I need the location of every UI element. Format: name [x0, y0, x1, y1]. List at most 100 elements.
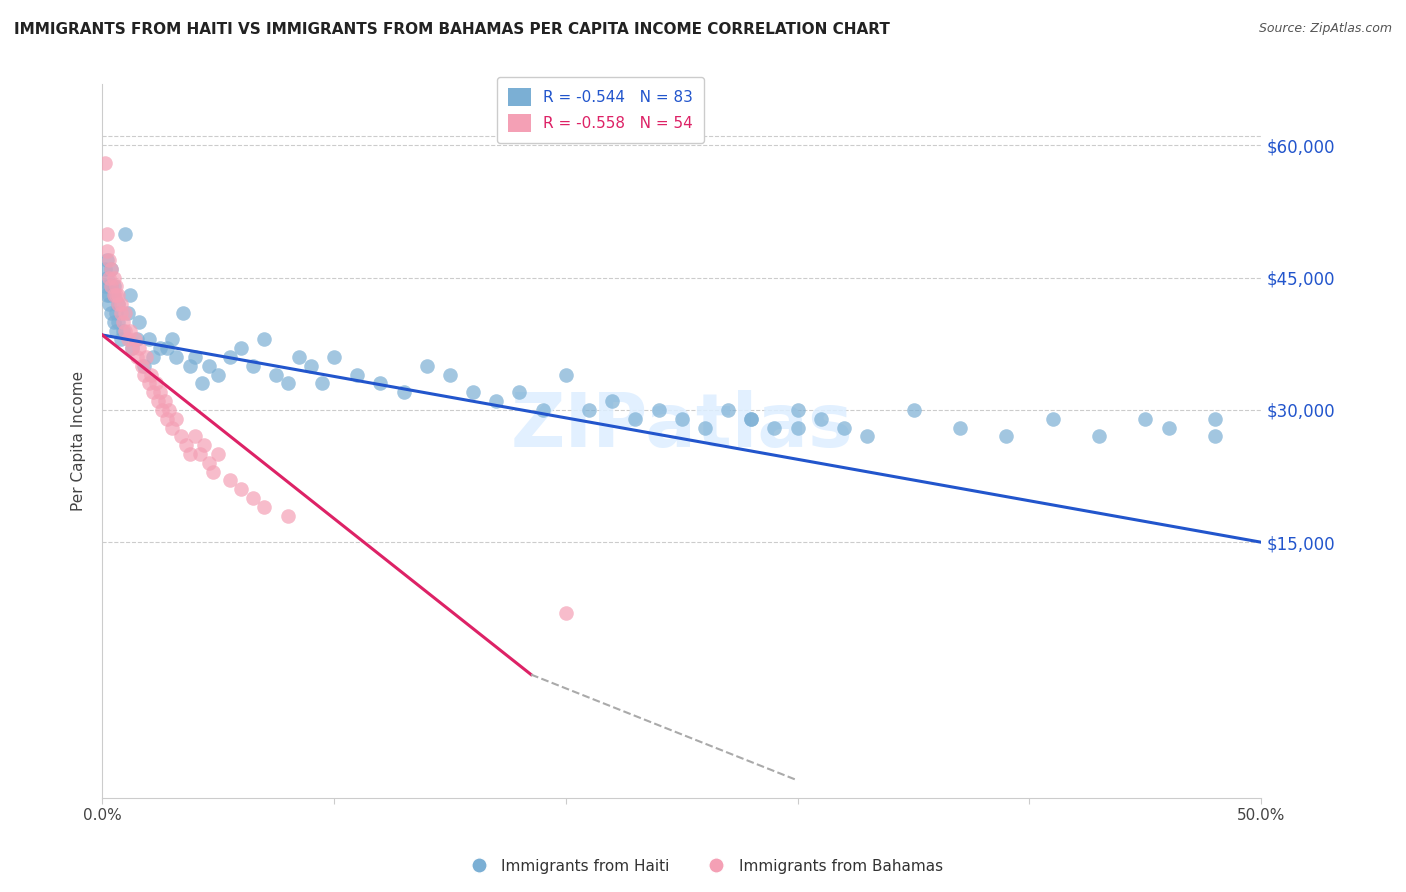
Point: [118, 324, 141, 338]
Point: [98, 288, 121, 302]
Point: [264, 368, 287, 382]
Point: [110, 306, 132, 320]
Point: [277, 508, 299, 523]
Point: [105, 279, 128, 293]
Point: [128, 315, 150, 329]
Point: [647, 403, 669, 417]
Point: [138, 332, 160, 346]
Point: [832, 420, 855, 434]
Point: [693, 420, 716, 434]
Point: [1042, 411, 1064, 425]
Point: [125, 350, 148, 364]
Legend: Immigrants from Haiti, Immigrants from Bahamas: Immigrants from Haiti, Immigrants from B…: [457, 853, 949, 880]
Point: [103, 315, 125, 329]
Point: [299, 359, 322, 373]
Point: [159, 403, 181, 417]
Point: [93, 261, 115, 276]
Point: [554, 368, 576, 382]
Point: [193, 438, 215, 452]
Point: [132, 359, 155, 373]
Point: [93, 279, 115, 293]
Point: [142, 350, 165, 364]
Point: [98, 252, 121, 267]
Point: [508, 385, 530, 400]
Point: [100, 261, 122, 276]
Point: [392, 385, 415, 400]
Point: [311, 376, 333, 391]
Point: [103, 279, 125, 293]
Point: [128, 341, 150, 355]
Point: [370, 376, 392, 391]
Point: [135, 350, 157, 364]
Point: [132, 368, 155, 382]
Point: [554, 606, 576, 620]
Point: [740, 411, 762, 425]
Point: [179, 447, 201, 461]
Point: [218, 350, 240, 364]
Point: [202, 465, 225, 479]
Point: [156, 411, 179, 425]
Point: [207, 447, 229, 461]
Point: [153, 394, 176, 409]
Point: [107, 315, 129, 329]
Point: [103, 288, 125, 302]
Point: [671, 411, 693, 425]
Point: [1204, 429, 1226, 443]
Point: [110, 297, 132, 311]
Point: [100, 306, 122, 320]
Point: [740, 411, 762, 425]
Point: [146, 394, 169, 409]
Point: [145, 376, 167, 391]
Point: [188, 447, 211, 461]
Point: [131, 359, 153, 373]
Point: [218, 474, 240, 488]
Point: [107, 297, 129, 311]
Point: [107, 297, 129, 311]
Point: [114, 227, 136, 241]
Point: [117, 306, 139, 320]
Text: IMMIGRANTS FROM HAITI VS IMMIGRANTS FROM BAHAMAS PER CAPITA INCOME CORRELATION C: IMMIGRANTS FROM HAITI VS IMMIGRANTS FROM…: [14, 22, 890, 37]
Point: [149, 385, 172, 400]
Point: [100, 261, 122, 276]
Text: ZIPatlas: ZIPatlas: [510, 390, 853, 463]
Point: [346, 368, 368, 382]
Point: [461, 385, 484, 400]
Point: [125, 332, 148, 346]
Point: [242, 491, 264, 505]
Point: [96, 270, 118, 285]
Point: [578, 403, 600, 417]
Point: [856, 429, 879, 443]
Point: [995, 429, 1018, 443]
Point: [191, 376, 214, 391]
Point: [152, 403, 174, 417]
Point: [165, 411, 187, 425]
Y-axis label: Per Capita Income: Per Capita Income: [72, 371, 86, 511]
Point: [96, 227, 118, 241]
Point: [1088, 429, 1111, 443]
Point: [105, 306, 128, 320]
Point: [121, 341, 143, 355]
Point: [763, 420, 786, 434]
Point: [323, 350, 346, 364]
Point: [1157, 420, 1180, 434]
Point: [184, 350, 207, 364]
Point: [107, 288, 129, 302]
Point: [96, 252, 118, 267]
Point: [103, 270, 125, 285]
Point: [717, 403, 740, 417]
Point: [114, 324, 136, 338]
Point: [96, 288, 118, 302]
Point: [1204, 411, 1226, 425]
Point: [198, 359, 221, 373]
Point: [242, 359, 264, 373]
Point: [786, 420, 808, 434]
Point: [624, 411, 647, 425]
Point: [253, 332, 276, 346]
Point: [98, 279, 121, 293]
Point: [149, 341, 172, 355]
Point: [600, 394, 623, 409]
Point: [121, 341, 143, 355]
Point: [124, 332, 146, 346]
Point: [110, 332, 132, 346]
Point: [118, 288, 141, 302]
